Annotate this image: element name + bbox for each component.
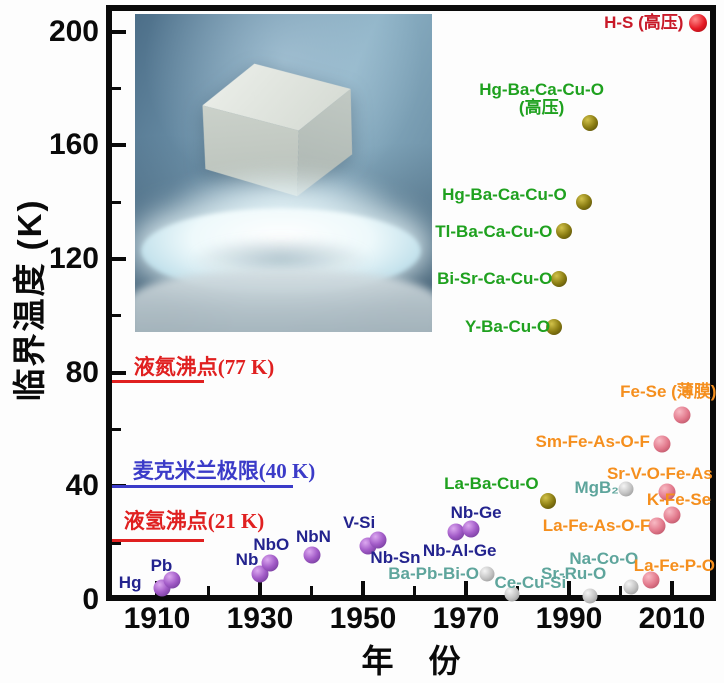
- data-point-label: K-Fe-Se: [646, 489, 712, 509]
- data-point: [688, 14, 707, 33]
- x-tick-label: 2010: [638, 602, 706, 635]
- y-major-tick: [112, 143, 126, 148]
- data-point: [576, 194, 593, 211]
- y-minor-tick: [112, 314, 121, 318]
- data-point: [618, 481, 634, 497]
- y-minor-tick: [112, 86, 121, 90]
- data-point-label: La-Fe-As-O-F: [542, 516, 651, 536]
- x-major-tick: [464, 581, 468, 595]
- data-point-label: Sr-Ru-O: [541, 563, 607, 583]
- y-major-tick: [112, 256, 126, 261]
- data-point-label-line2: (高压): [518, 97, 565, 117]
- data-point-label: Ce-Cu-Si: [494, 573, 567, 593]
- data-point-label: Hg-Ba-Ca-Cu-O (高压): [479, 79, 604, 117]
- y-major-tick: [112, 370, 126, 375]
- data-point: [261, 554, 279, 572]
- data-point-label: Hg: [118, 573, 142, 593]
- x-tick-label: 1950: [329, 602, 397, 635]
- reference-line-label: 液氢沸点(21 K): [123, 509, 265, 533]
- reference-line: [112, 484, 293, 488]
- y-minor-tick: [112, 427, 121, 431]
- data-point: [555, 222, 572, 239]
- x-axis-title: 年 份: [361, 643, 461, 679]
- x-major-tick: [361, 581, 365, 595]
- data-point-label: La-Fe-P-O: [633, 556, 716, 576]
- x-tick-label: 1910: [123, 602, 191, 635]
- x-minor-tick: [310, 586, 313, 595]
- x-major-tick: [258, 581, 262, 595]
- y-tick-label: 120: [48, 241, 99, 275]
- data-point: [581, 114, 598, 131]
- data-point: [447, 523, 465, 541]
- data-point-label: NbN: [296, 526, 331, 546]
- plot-frame: [106, 5, 716, 601]
- data-point-label: Y-Ba-Cu-O: [465, 317, 551, 337]
- data-point-label: V-Si: [343, 513, 376, 532]
- data-point-label: Pb: [150, 555, 173, 575]
- data-point: [479, 566, 495, 582]
- data-point-label: Nb: [235, 549, 259, 569]
- data-point-label: La-Ba-Cu-O: [444, 473, 539, 493]
- data-point: [582, 588, 598, 604]
- y-minor-tick: [112, 200, 121, 204]
- data-point: [673, 406, 691, 424]
- data-point: [658, 483, 676, 501]
- data-point: [663, 506, 681, 524]
- y-tick-label: 40: [65, 469, 99, 503]
- x-tick-label: 1930: [226, 602, 294, 635]
- data-point-label: Sm-Fe-As-O-F: [535, 431, 650, 451]
- data-point: [303, 546, 320, 564]
- data-point: [648, 517, 666, 535]
- reference-line-label: 麦克米兰极限(40 K): [132, 459, 316, 483]
- data-point-label: Nb-Sn: [370, 548, 421, 568]
- y-tick-label: 80: [65, 355, 99, 389]
- data-point-label: Nb-Al-Ge: [422, 540, 497, 560]
- x-minor-tick: [413, 586, 416, 595]
- data-point-label: Tl-Ba-Ca-Cu-O: [435, 221, 553, 241]
- x-minor-tick: [619, 586, 622, 595]
- data-point-label: NbO: [253, 535, 290, 555]
- y-tick-label: 200: [48, 14, 99, 48]
- data-point-label: Nb-Ge: [450, 502, 502, 522]
- data-point: [540, 492, 557, 509]
- x-major-tick: [670, 581, 674, 595]
- reference-line-label: 液氮沸点(77 K): [133, 355, 275, 379]
- x-tick-label: 1990: [535, 602, 603, 635]
- reference-line: [112, 538, 204, 542]
- data-point-label: Na-Co-O: [569, 549, 639, 569]
- data-point: [504, 586, 520, 602]
- data-point-label: Ba-Pb-Bi-O: [388, 564, 479, 584]
- data-point-label: Hg-Ba-Ca-Cu-O: [442, 185, 567, 205]
- data-point: [545, 319, 562, 336]
- x-major-tick: [567, 581, 571, 595]
- y-tick-label: 0: [82, 583, 99, 616]
- y-tick-label: 160: [48, 128, 99, 162]
- reference-line: [112, 379, 204, 383]
- data-point: [623, 579, 639, 595]
- data-point: [369, 531, 387, 549]
- data-point: [462, 520, 480, 538]
- superconductor-levitation-photo: [135, 14, 432, 332]
- data-point: [642, 571, 660, 589]
- data-point: [550, 270, 567, 287]
- y-minor-tick: [112, 541, 121, 545]
- y-major-tick: [112, 29, 126, 34]
- data-point: [163, 571, 181, 589]
- data-point-label: MgB₂: [574, 478, 619, 498]
- x-tick-label: 1970: [432, 602, 500, 635]
- data-point-label: Sr-V-O-Fe-As: [606, 464, 713, 483]
- data-point-label: Fe-Se (薄膜): [620, 382, 717, 402]
- data-point: [653, 435, 671, 453]
- x-minor-tick: [207, 586, 210, 595]
- data-point-label: Bi-Sr-Ca-Cu-O: [437, 268, 553, 288]
- data-point-label: H-S (高压): [604, 13, 684, 33]
